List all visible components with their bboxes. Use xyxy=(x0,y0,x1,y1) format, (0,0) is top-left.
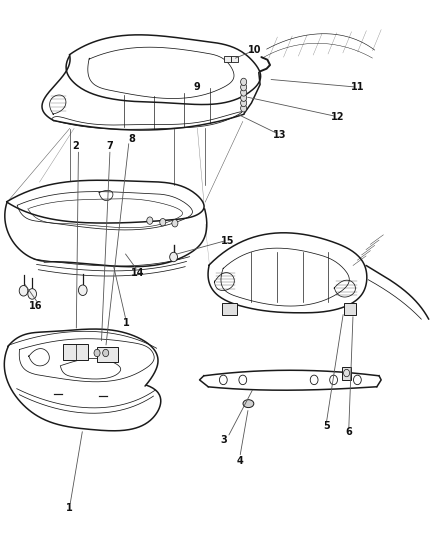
Text: 9: 9 xyxy=(193,82,200,92)
Bar xyxy=(224,56,231,62)
Circle shape xyxy=(240,99,247,107)
Circle shape xyxy=(102,349,109,357)
Circle shape xyxy=(240,94,247,101)
Bar xyxy=(231,56,237,62)
Ellipse shape xyxy=(243,400,254,408)
Circle shape xyxy=(28,289,36,299)
Bar xyxy=(64,343,88,360)
Text: 16: 16 xyxy=(28,301,42,311)
Text: 8: 8 xyxy=(128,134,135,144)
Text: 1: 1 xyxy=(123,318,129,328)
Circle shape xyxy=(160,219,166,226)
Circle shape xyxy=(240,78,247,86)
Circle shape xyxy=(240,84,247,91)
Circle shape xyxy=(172,220,178,227)
Text: 2: 2 xyxy=(72,141,79,151)
Circle shape xyxy=(240,104,247,112)
Text: 4: 4 xyxy=(237,456,243,466)
Circle shape xyxy=(240,89,247,96)
Text: 5: 5 xyxy=(323,421,330,431)
Circle shape xyxy=(170,252,177,262)
Text: 6: 6 xyxy=(345,427,352,437)
Circle shape xyxy=(147,217,153,224)
Text: 11: 11 xyxy=(351,82,364,92)
Bar xyxy=(222,303,237,315)
Text: 10: 10 xyxy=(248,45,261,55)
Text: 7: 7 xyxy=(106,141,113,151)
Circle shape xyxy=(19,286,28,296)
Text: 13: 13 xyxy=(273,130,286,140)
Text: 3: 3 xyxy=(221,434,228,445)
Text: 14: 14 xyxy=(131,268,145,278)
Bar xyxy=(97,346,118,362)
Circle shape xyxy=(94,349,100,357)
Circle shape xyxy=(78,285,87,295)
Text: 15: 15 xyxy=(221,236,234,246)
Text: 1: 1 xyxy=(67,503,73,513)
Text: 12: 12 xyxy=(331,112,344,122)
Bar xyxy=(342,367,351,380)
Bar xyxy=(343,303,356,315)
